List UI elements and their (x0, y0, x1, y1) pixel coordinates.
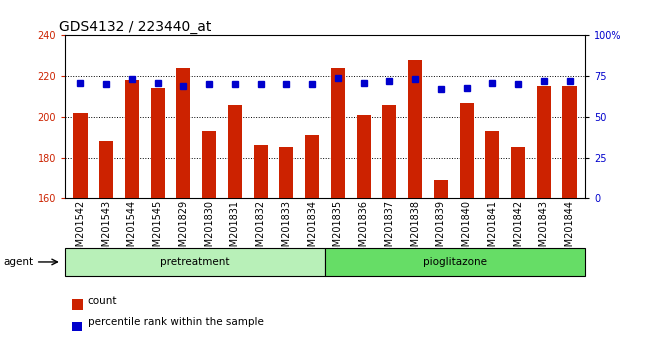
Bar (305, 135, 319, 198)
Bar (176, 68, 190, 198)
Text: agent: agent (3, 257, 33, 267)
Bar (73, 113, 88, 198)
Bar (562, 86, 577, 198)
Bar (357, 115, 370, 198)
Text: pretreatment: pretreatment (161, 257, 229, 267)
Bar (486, 131, 499, 198)
Bar (331, 68, 345, 198)
Bar (460, 103, 474, 198)
Bar (382, 105, 396, 198)
Bar (511, 147, 525, 198)
Bar (151, 88, 164, 198)
Bar (227, 105, 242, 198)
Text: count: count (88, 296, 117, 306)
Text: pioglitazone: pioglitazone (423, 257, 487, 267)
Bar (434, 180, 448, 198)
Bar (125, 80, 139, 198)
Bar (254, 145, 268, 198)
Bar (537, 86, 551, 198)
Text: percentile rank within the sample: percentile rank within the sample (88, 317, 264, 327)
Text: GDS4132 / 223440_at: GDS4132 / 223440_at (58, 19, 211, 34)
Bar (408, 60, 422, 198)
Bar (99, 141, 113, 198)
Bar (280, 147, 293, 198)
Bar (202, 131, 216, 198)
